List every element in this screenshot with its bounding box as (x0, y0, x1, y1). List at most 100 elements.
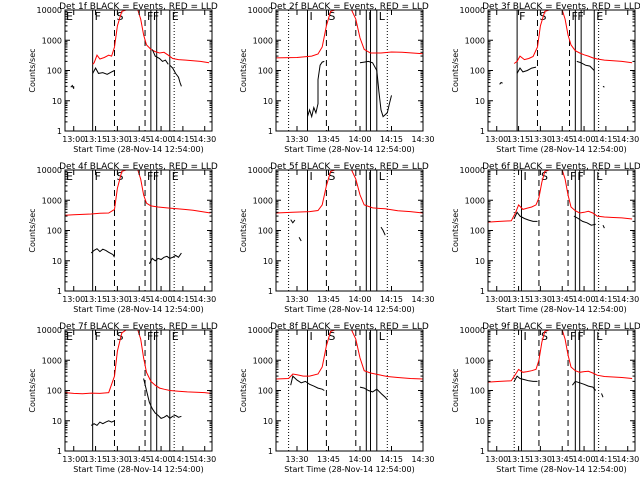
y-tick-label: 10000 (460, 326, 485, 335)
y-axis-title: Counts/sec (239, 368, 248, 412)
event-marker-label: F (153, 10, 159, 23)
x-tick-label: 14:15 (594, 455, 617, 464)
plot-frame (64, 169, 213, 292)
x-tick-label: 14:15 (171, 295, 194, 304)
x-tick-label: 14:15 (380, 455, 403, 464)
event-rate-line (90, 420, 115, 427)
y-axis-title: Counts/sec (28, 368, 37, 412)
plot-frame (487, 9, 636, 132)
event-marker-label: F (577, 10, 583, 23)
y-axis: 1 10 100 1000 10000 (37, 6, 212, 136)
x-tick-label: 14:30 (616, 295, 639, 304)
y-axis-title: Counts/sec (451, 48, 460, 92)
event-rate-line (92, 67, 115, 75)
y-tick-label: 10000 (460, 166, 485, 175)
x-tick-label: 13:45 (317, 295, 340, 304)
y-axis-title: Counts/sec (451, 208, 460, 252)
x-axis: 13:30 13:45 14:00 14:15 14:30 (285, 330, 435, 464)
event-marker-label: S (328, 10, 335, 23)
event-marker-label: I (523, 330, 526, 343)
event-rate-line (290, 375, 325, 391)
lld-rate-line (276, 10, 423, 59)
event-marker-label: S (328, 170, 335, 183)
plot-data (276, 330, 423, 400)
chart-panel: F S F F EE11010010001000013:0013:1513:3013:4… (28, 2, 218, 154)
x-tick-label: 13:30 (529, 295, 552, 304)
y-tick-label: 100 (470, 227, 485, 236)
lld-rate-line (488, 330, 633, 383)
y-tick-label: 10 (52, 417, 62, 426)
x-axis-title: Start Time (28-Nov-14 12:54:00) (73, 465, 203, 474)
event-rate-line (513, 211, 538, 222)
x-tick-label: 14:15 (171, 135, 194, 144)
event-rate-line (516, 66, 537, 74)
y-tick-label: 1000 (465, 36, 485, 45)
x-tick-label: 14:00 (573, 295, 596, 304)
y-axis: 1 10 100 1000 10000 (248, 6, 423, 136)
x-tick-label: 14:00 (150, 295, 173, 304)
x-axis-title: Start Time (28-Nov-14 12:54:00) (496, 145, 626, 154)
event-marker-label: F (572, 10, 578, 23)
x-axis-title: Start Time (28-Nov-14 12:54:00) (73, 145, 203, 154)
x-tick-label: 14:15 (171, 455, 194, 464)
event-rate-line (359, 60, 392, 118)
plot-data (276, 170, 423, 242)
event-marker-label: I (310, 10, 313, 23)
y-axis: 1 10 100 1000 10000 (460, 326, 635, 456)
y-tick-label: 100 (470, 387, 485, 396)
x-tick-label: 13:30 (106, 455, 129, 464)
chart-title: Det 5f BLACK = Events, RED = LLD (270, 162, 429, 172)
x-tick-label: 14:00 (348, 135, 371, 144)
y-tick-label: 10 (263, 417, 273, 426)
x-axis: 13:30 13:45 14:00 14:15 14:30 (285, 170, 435, 304)
event-rate-line (143, 378, 182, 420)
x-tick-label: 13:00 (62, 135, 85, 144)
plot-data (276, 10, 423, 119)
x-axis: 13:30 13:45 14:00 14:15 14:30 (285, 10, 435, 144)
y-tick-label: 100 (47, 227, 62, 236)
event-marker-label: F (153, 330, 159, 343)
event-rate-line (601, 393, 604, 398)
event-marker-label: I (523, 170, 526, 183)
x-tick-label: 13:15 (507, 135, 530, 144)
event-rate-line (572, 380, 597, 391)
event-rate-line (290, 219, 296, 224)
plot-frame (275, 329, 424, 452)
event-rate-line (90, 248, 115, 258)
event-marker-label: L (379, 330, 386, 343)
plot-frame (64, 329, 213, 452)
event-marker-label: F (577, 330, 583, 343)
x-axis-title: Start Time (28-Nov-14 12:54:00) (496, 465, 626, 474)
event-rate-line (380, 226, 386, 236)
y-tick-label: 1 (480, 127, 485, 136)
plot-data (488, 170, 633, 229)
x-tick-label: 14:30 (193, 455, 216, 464)
y-tick-label: 10 (263, 257, 273, 266)
x-tick-label: 14:30 (193, 295, 216, 304)
event-rate-line (298, 236, 302, 242)
x-tick-label: 14:30 (616, 135, 639, 144)
x-tick-label: 14:00 (573, 455, 596, 464)
event-marker-label: F (147, 170, 153, 183)
lld-rate-line (513, 10, 633, 64)
x-tick-label: 13:45 (317, 455, 340, 464)
y-tick-label: 1000 (253, 36, 273, 45)
plot-data (488, 330, 633, 398)
x-tick-label: 13:45 (551, 135, 574, 144)
plot-frame (275, 9, 424, 132)
event-marker-label: F (570, 330, 576, 343)
event-marker-label: E (596, 10, 603, 23)
y-tick-label: 10 (475, 97, 485, 106)
lld-rate-line (276, 330, 423, 380)
x-tick-label: 13:00 (485, 295, 508, 304)
y-tick-label: 1 (268, 447, 273, 456)
event-marker-label: L (596, 330, 603, 343)
x-tick-label: 13:15 (84, 295, 107, 304)
